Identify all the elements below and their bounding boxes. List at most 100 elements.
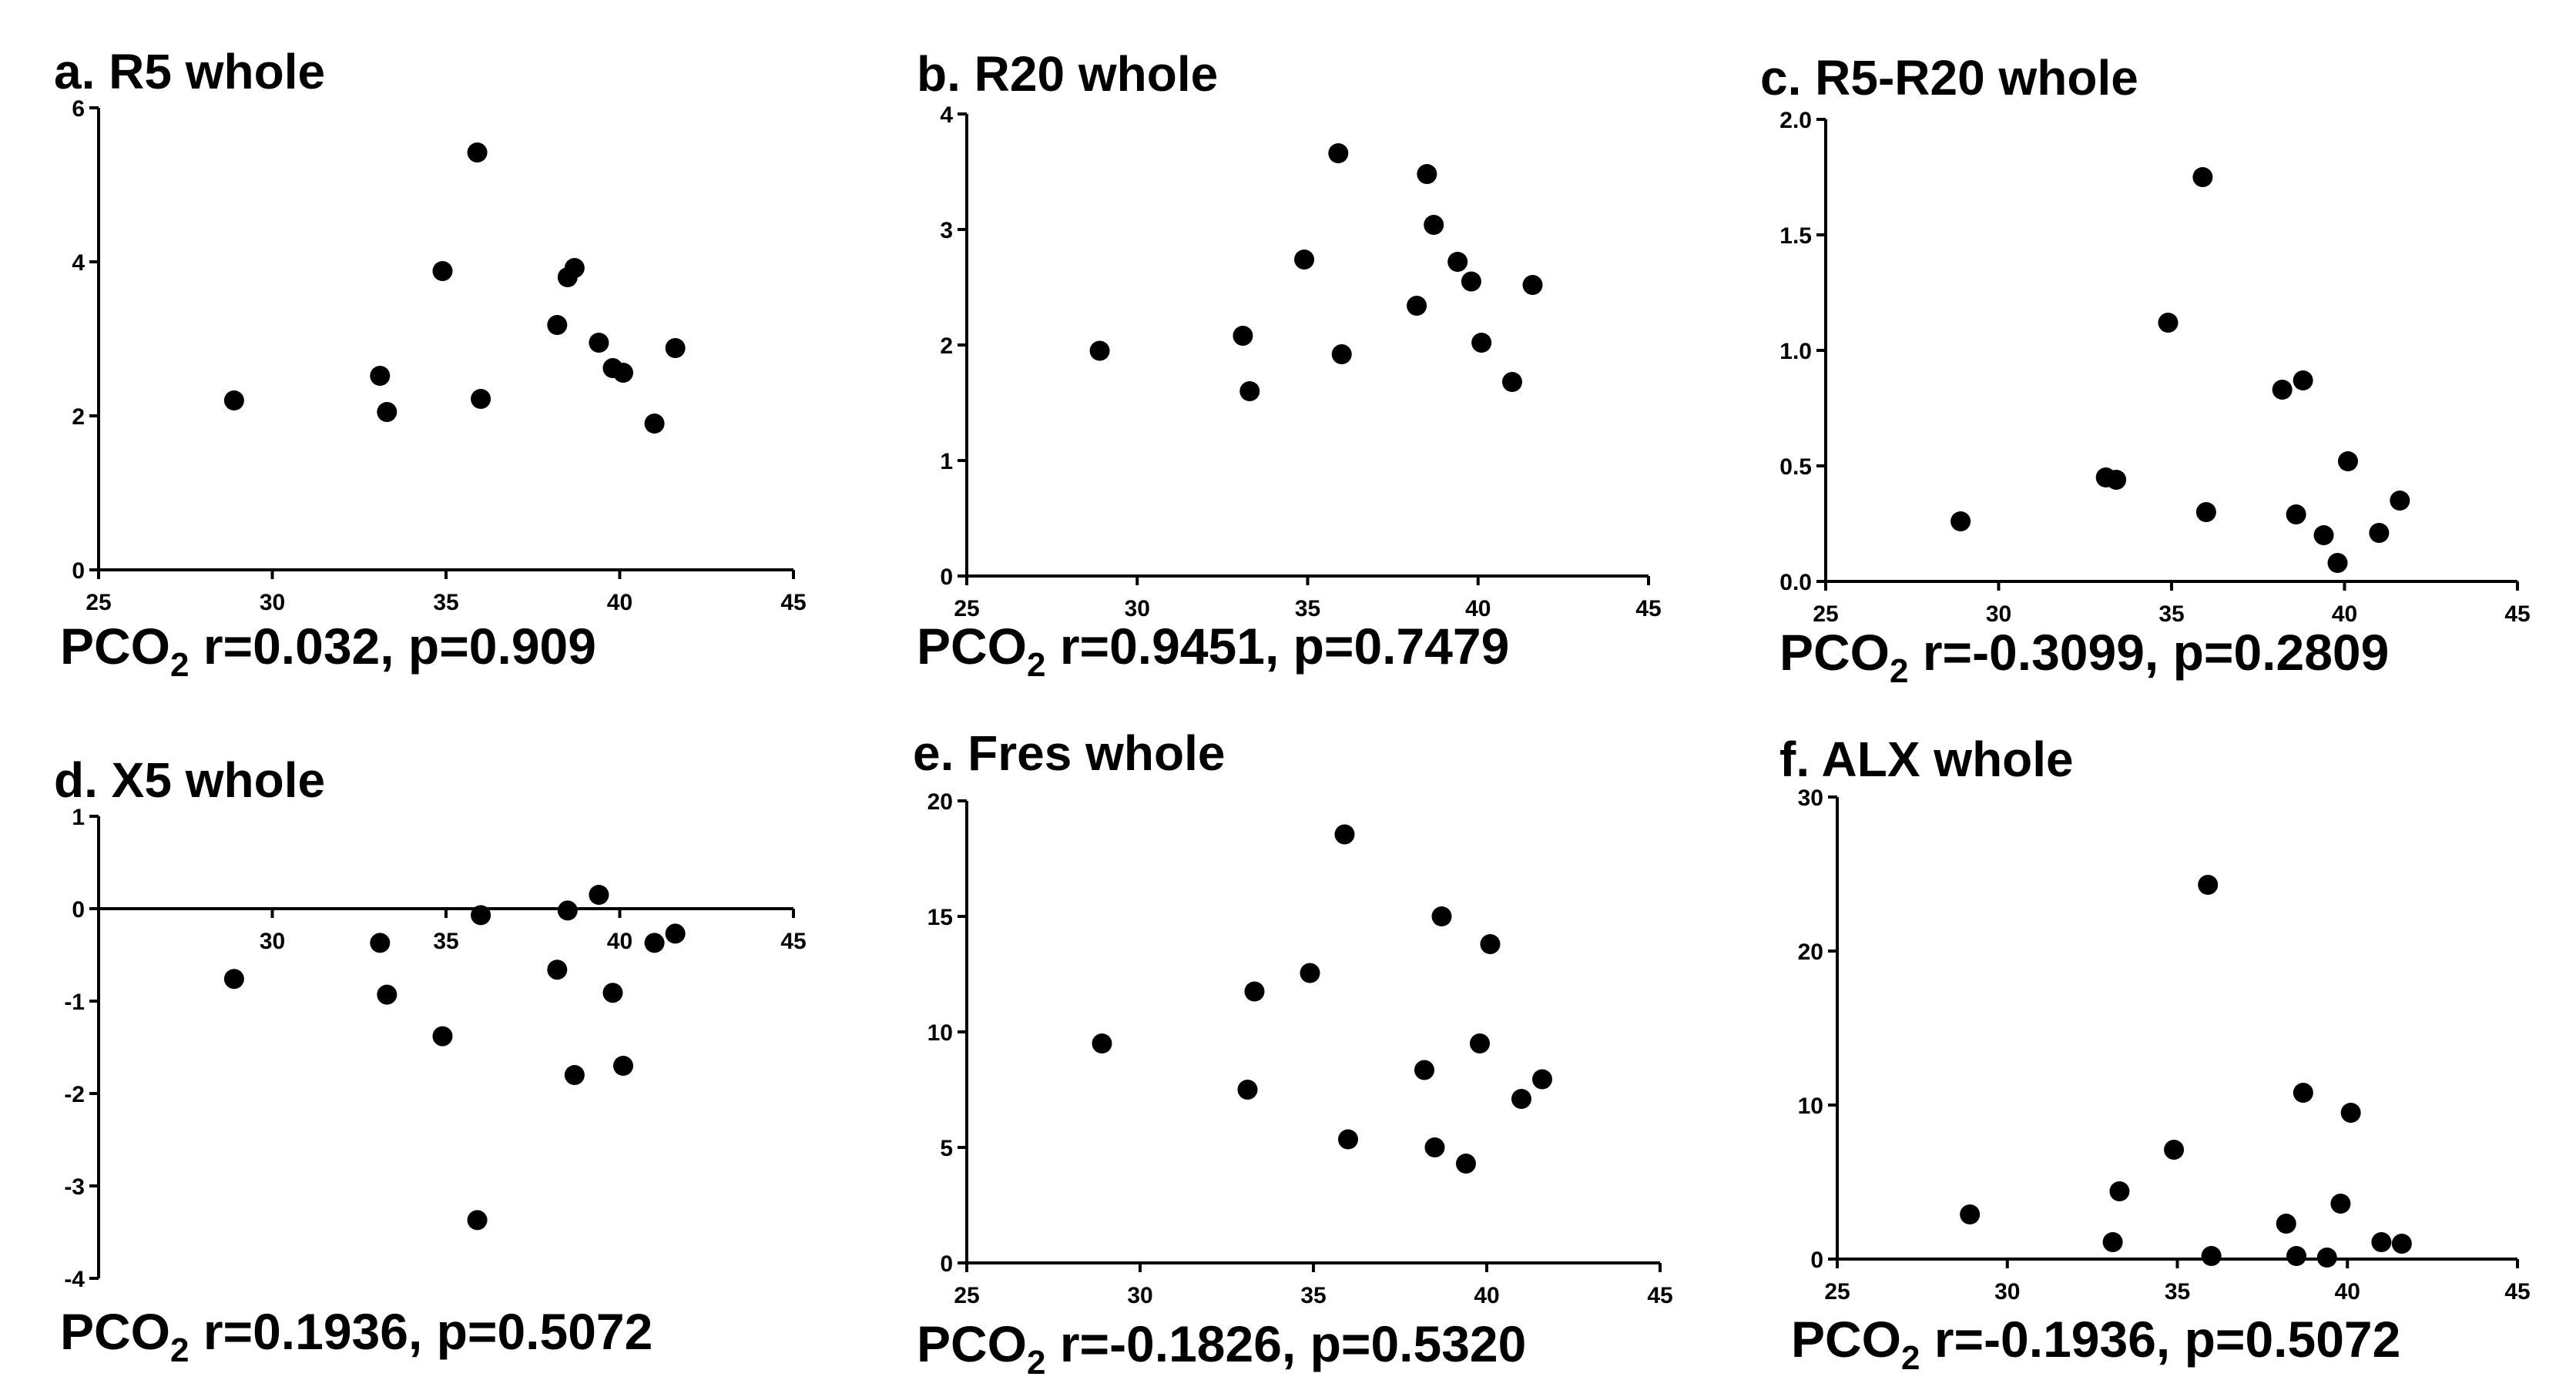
panel-f: f. ALX whole 0 10 20 30 25 30 35 40 45 PCO2 r=-0.1… — [1779, 732, 2531, 1377]
data-point — [644, 933, 665, 953]
data-point — [2195, 502, 2216, 522]
x-tick-label: 25 — [954, 596, 979, 621]
x-tick-label: 30 — [260, 590, 285, 615]
data-point — [377, 984, 397, 1005]
x-tick-label: 35 — [433, 590, 458, 615]
data-point — [2286, 1246, 2307, 1266]
data-point — [547, 960, 568, 980]
data-point — [2327, 553, 2348, 573]
data-point — [2272, 380, 2293, 400]
y-tick-label: 1.5 — [1779, 223, 1812, 249]
y-tick-label: -4 — [64, 1267, 85, 1292]
caption-stats: r=0.032, p=0.909 — [190, 618, 596, 675]
x-tick-label: 30 — [1127, 1283, 1152, 1308]
data-point — [2313, 525, 2334, 545]
data-point — [467, 142, 488, 162]
data-point — [1456, 1154, 1476, 1174]
x-tick-label: 35 — [2158, 601, 2184, 627]
data-point — [665, 923, 686, 944]
data-point — [1511, 1089, 1531, 1109]
data-point — [613, 363, 634, 383]
data-point — [1431, 906, 1452, 926]
caption-subscript: 2 — [170, 646, 189, 684]
data-point — [2293, 370, 2313, 390]
caption-variable: PCO — [60, 618, 170, 675]
caption-stats: r=-0.1826, p=0.5320 — [1046, 1315, 1527, 1372]
data-point — [547, 315, 568, 335]
caption-subscript: 2 — [1027, 1344, 1045, 1382]
y-tick-label: 0 — [940, 564, 953, 590]
y-tick-label: 0 — [72, 897, 85, 923]
y-tick-label: -3 — [64, 1174, 85, 1200]
data-point — [223, 969, 244, 990]
data-point — [1417, 164, 1437, 184]
data-point — [1334, 824, 1355, 845]
data-point — [1470, 1033, 1490, 1053]
y-tick-label: 0.0 — [1779, 570, 1812, 595]
caption-subscript: 2 — [1027, 646, 1045, 684]
y-tick-label: 10 — [927, 1020, 953, 1046]
x-tick-label: 30 — [1125, 596, 1150, 621]
y-tick-label: 0 — [72, 558, 85, 584]
data-point — [2316, 1248, 2337, 1268]
data-point — [1331, 344, 1352, 364]
data-point — [1328, 143, 1349, 163]
data-point — [2330, 1194, 2351, 1214]
x-tick-label: 40 — [2332, 601, 2357, 627]
x-tick-label: 45 — [1647, 1283, 1672, 1308]
data-point — [1407, 296, 1427, 316]
caption-stats: r=-0.1936, p=0.5072 — [1920, 1311, 2401, 1368]
data-point — [564, 258, 585, 278]
data-point — [2390, 491, 2410, 511]
data-point — [223, 390, 244, 410]
caption-stats: r=0.9451, p=0.7479 — [1046, 618, 1510, 675]
correlation-caption: PCO2 r=-0.1826, p=0.5320 — [917, 1315, 1526, 1382]
y-tick-label: 1.0 — [1779, 339, 1812, 364]
data-point — [2201, 1246, 2222, 1266]
data-point — [2391, 1234, 2412, 1254]
x-tick-label: 35 — [2165, 1279, 2190, 1305]
caption-subscript: 2 — [1901, 1339, 1920, 1377]
x-tick-label: 30 — [260, 929, 285, 954]
data-point — [564, 1065, 585, 1085]
data-point — [471, 389, 491, 409]
data-point — [1233, 326, 1253, 346]
y-tick-label: 1 — [72, 805, 85, 830]
caption-variable: PCO — [1791, 1311, 1901, 1368]
x-tick-label: 45 — [780, 929, 806, 954]
panel-title: e. Fres whole — [913, 725, 1225, 781]
data-point — [2369, 523, 2390, 543]
data-point — [602, 983, 623, 1003]
x-tick-label: 40 — [1474, 1283, 1499, 1308]
data-point — [432, 1026, 453, 1047]
x-tick-label: 30 — [1994, 1279, 2020, 1305]
data-point — [377, 402, 397, 422]
data-point — [1447, 252, 1468, 272]
data-point — [1424, 1137, 1445, 1157]
correlation-caption: PCO2 r=-0.1936, p=0.5072 — [1791, 1311, 2400, 1377]
panel-title: d. X5 whole — [54, 752, 325, 808]
y-tick-label: 1 — [940, 449, 953, 474]
x-tick-label: 40 — [607, 929, 632, 954]
x-tick-label: 45 — [780, 590, 806, 615]
data-point — [2198, 875, 2219, 895]
y-tick-label: -2 — [64, 1082, 85, 1107]
data-point — [1089, 340, 1110, 361]
caption-subscript: 2 — [170, 1331, 189, 1369]
panel-title: f. ALX whole — [1779, 732, 2074, 787]
data-point — [589, 885, 609, 905]
data-point — [370, 933, 391, 953]
data-point — [2286, 504, 2306, 524]
panel-title: b. R20 whole — [917, 46, 1218, 102]
data-point — [1950, 511, 1971, 531]
y-tick-label: 6 — [72, 96, 85, 122]
correlation-caption: PCO2 r=0.1936, p=0.5072 — [60, 1303, 652, 1369]
x-tick-label: 40 — [1465, 596, 1491, 621]
caption-variable: PCO — [60, 1303, 170, 1360]
y-tick-label: 2 — [940, 333, 953, 359]
x-tick-label: 30 — [1986, 601, 2011, 627]
data-point — [370, 366, 391, 386]
y-tick-label: 30 — [1798, 785, 1823, 811]
